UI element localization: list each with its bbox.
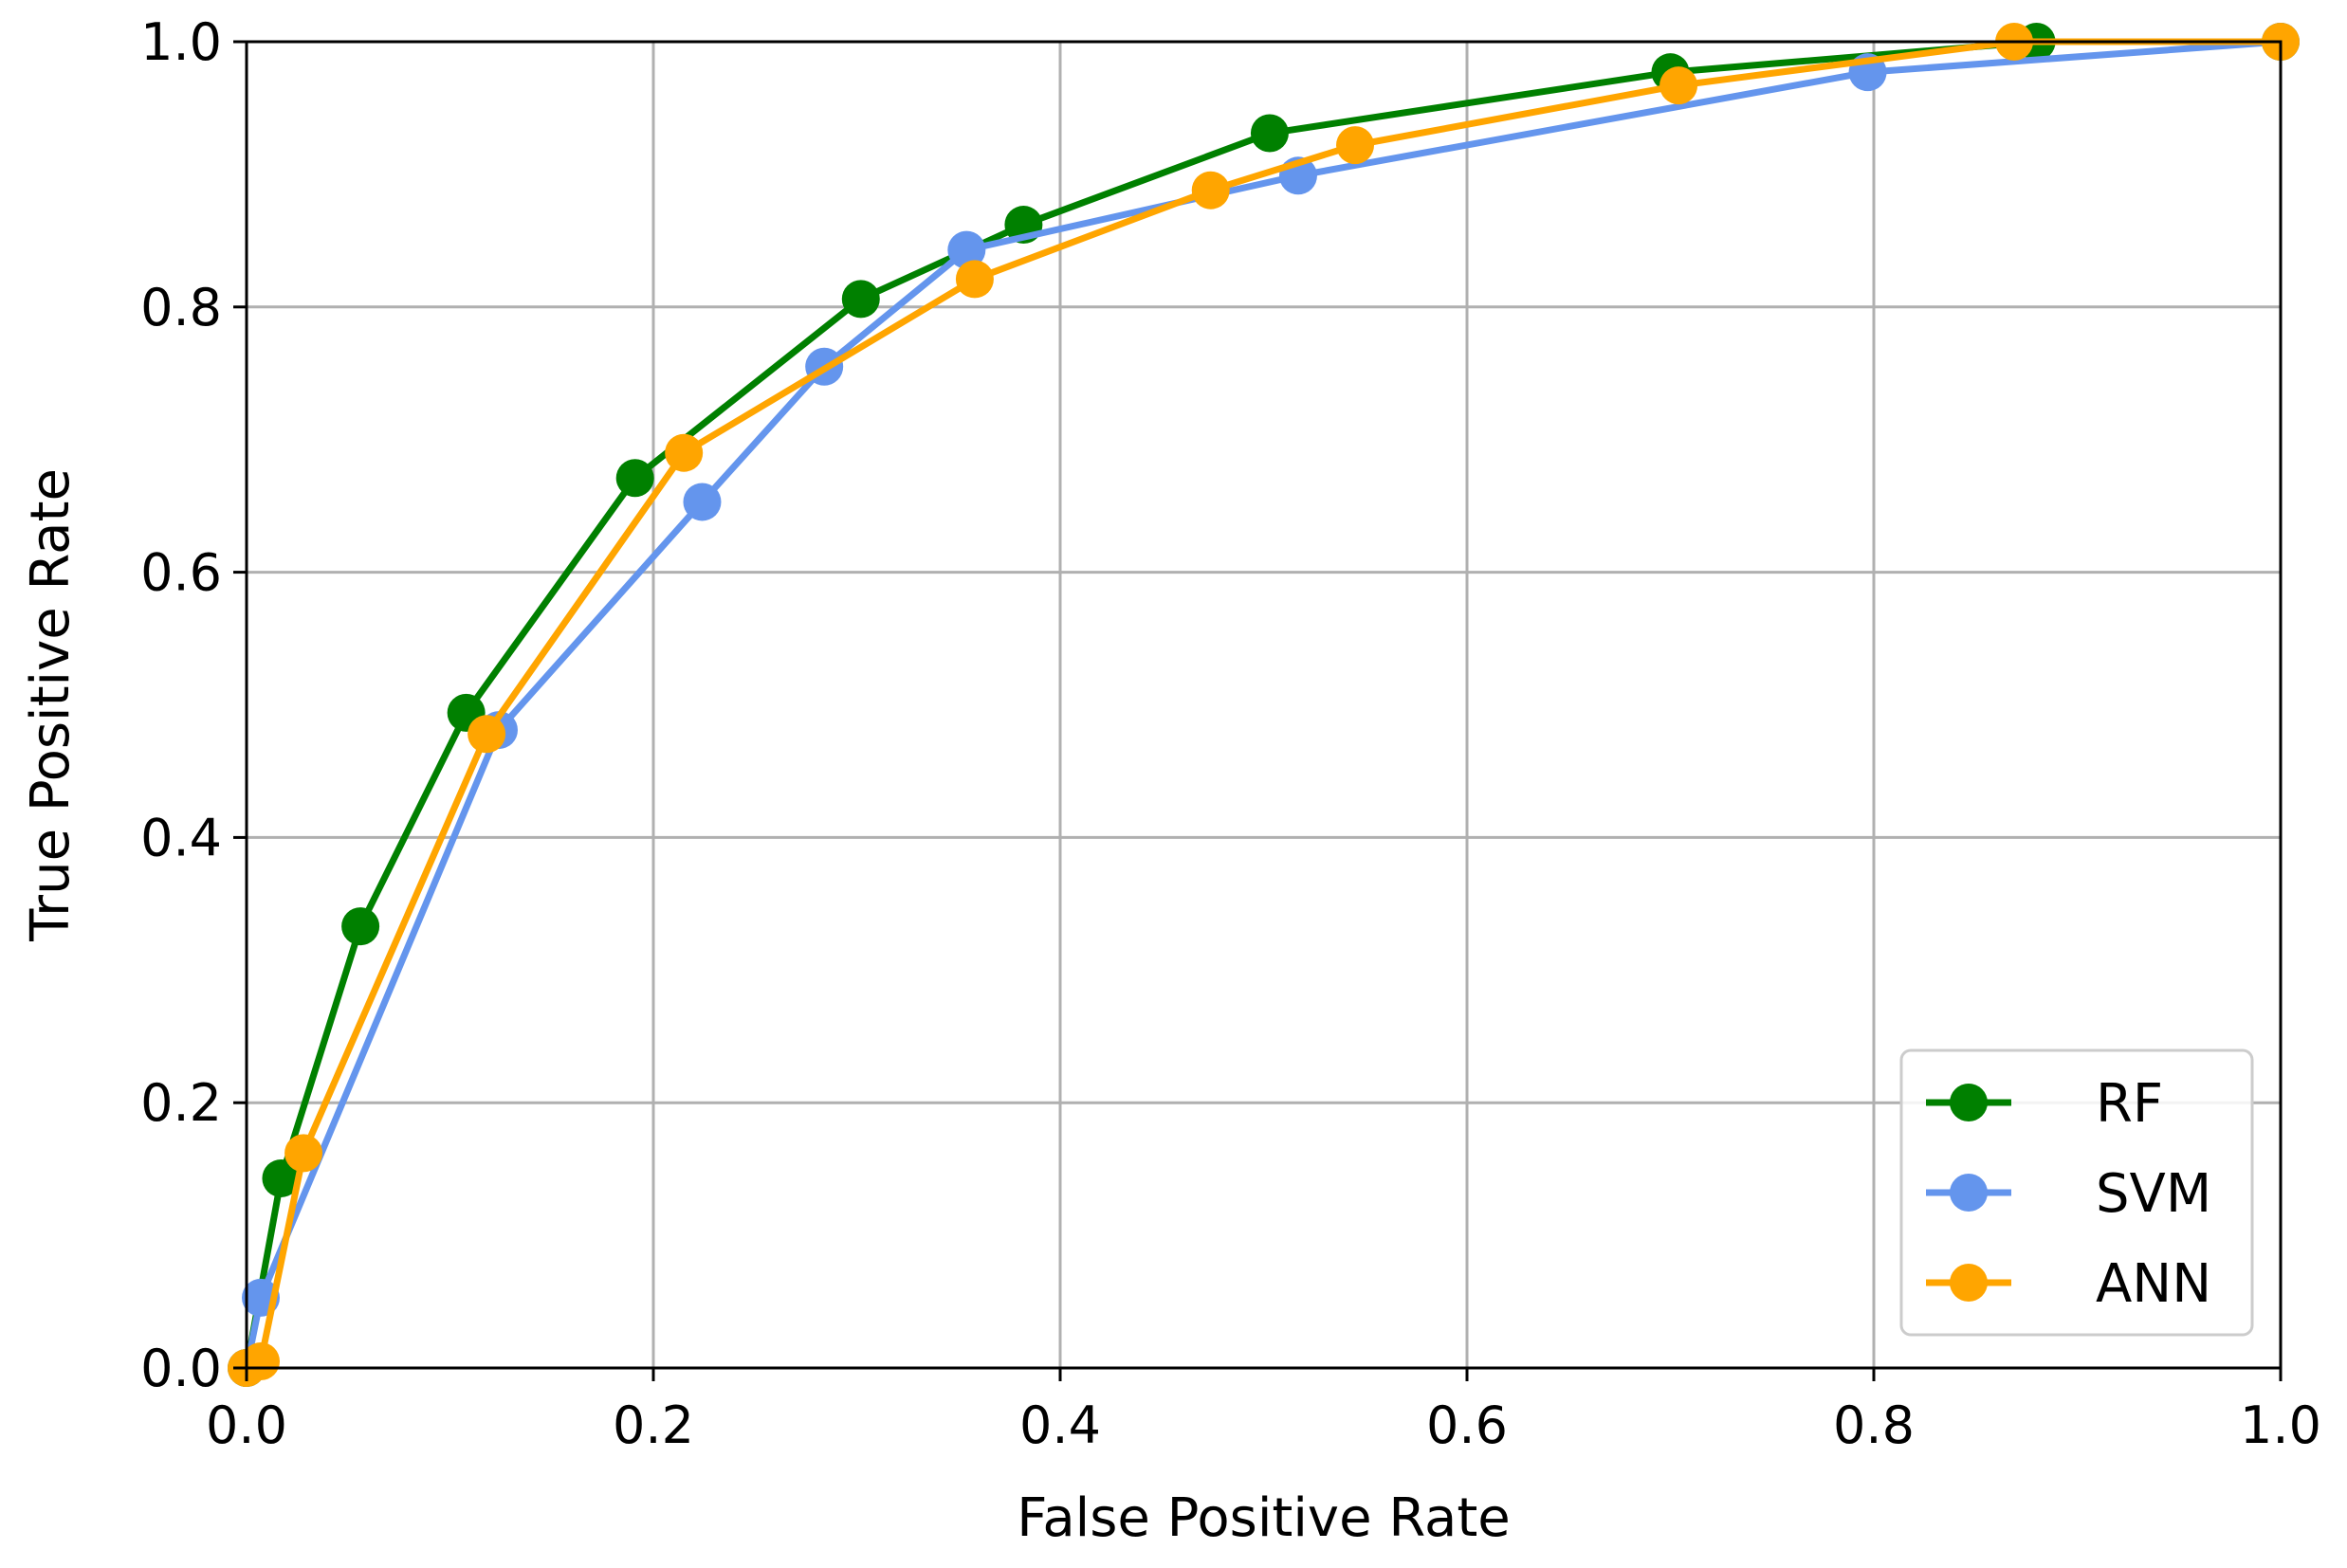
data-point-rf: [262, 1158, 301, 1197]
y-tick-label: 0.0: [140, 1339, 222, 1398]
axis-ticks: 0.0 0.2 0.4 0.6 0.8 1.0 0.0 0.2 0.4 0.6 0.8 1.0: [140, 12, 2321, 1455]
data-point-ann: [955, 260, 994, 299]
data-point-ann: [665, 433, 704, 472]
plot-frame: [245, 40, 2283, 1370]
legend-item-svm: SVM: [1926, 1163, 2211, 1225]
data-point-ann: [1191, 171, 1230, 210]
data-point-ann: [284, 1134, 323, 1173]
data-point-ann: [1336, 126, 1375, 165]
legend-label: ANN: [2096, 1253, 2211, 1315]
legend-label: RF: [2096, 1073, 2163, 1135]
data-point-rf: [341, 907, 380, 946]
x-tick-label: 0.2: [613, 1395, 694, 1455]
grid: [245, 40, 2283, 1370]
data-point-ann: [1659, 66, 1698, 105]
legend-item-rf: RF: [1926, 1073, 2163, 1135]
plot-series: [228, 23, 2300, 1387]
data-point-rf: [841, 280, 880, 319]
data-point-ann: [468, 715, 506, 754]
x-tick-label: 1.0: [2240, 1395, 2321, 1455]
y-tick-label: 0.2: [140, 1073, 222, 1133]
legend-marker: [1950, 1174, 1988, 1212]
legend-box: [1899, 1048, 2254, 1337]
legend-item-ann: ANN: [1926, 1253, 2211, 1315]
x-axis-title: False Positive Rate: [1017, 1487, 1510, 1549]
data-point-svm: [947, 230, 986, 269]
data-point-ann: [242, 1342, 281, 1381]
legend-marker: [1950, 1264, 1988, 1302]
data-point-rf: [1250, 114, 1289, 153]
data-point-rf: [615, 459, 654, 498]
x-tick-label: 0.6: [1426, 1395, 1508, 1455]
legend-marker: [1950, 1084, 1988, 1121]
y-tick-label: 0.8: [140, 278, 222, 337]
y-tick-label: 0.6: [140, 543, 222, 603]
y-axis-title: True Positive Rate: [20, 468, 82, 942]
data-point-svm: [683, 483, 722, 521]
legend-label: SVM: [2096, 1163, 2211, 1225]
y-tick-label: 0.4: [140, 808, 222, 867]
x-tick-label: 0.8: [1833, 1395, 1915, 1455]
y-tick-label: 1.0: [140, 12, 222, 72]
x-tick-label: 0.4: [1019, 1395, 1101, 1455]
x-tick-label: 0.0: [206, 1395, 287, 1455]
legend: RF SVM ANN: [1899, 1048, 2254, 1337]
